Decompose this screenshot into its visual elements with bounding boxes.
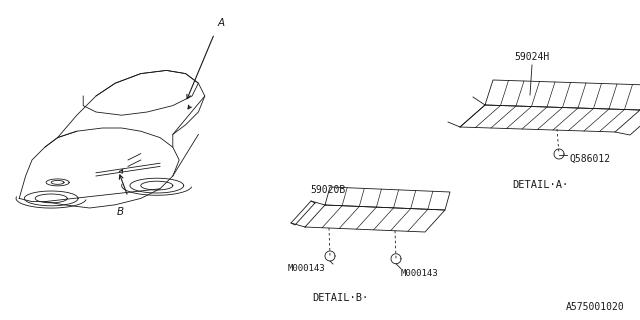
Text: B: B <box>117 207 124 217</box>
Text: Q586012: Q586012 <box>569 154 610 164</box>
Text: A575001020: A575001020 <box>566 302 625 312</box>
Text: M000143: M000143 <box>401 269 438 278</box>
Text: DETAIL·B·: DETAIL·B· <box>312 293 368 303</box>
Text: 59020B: 59020B <box>310 185 345 195</box>
Text: M000143: M000143 <box>287 264 325 273</box>
Text: A: A <box>218 18 225 28</box>
Text: 59024H: 59024H <box>515 52 550 62</box>
Text: DETAIL·A·: DETAIL·A· <box>512 180 568 190</box>
